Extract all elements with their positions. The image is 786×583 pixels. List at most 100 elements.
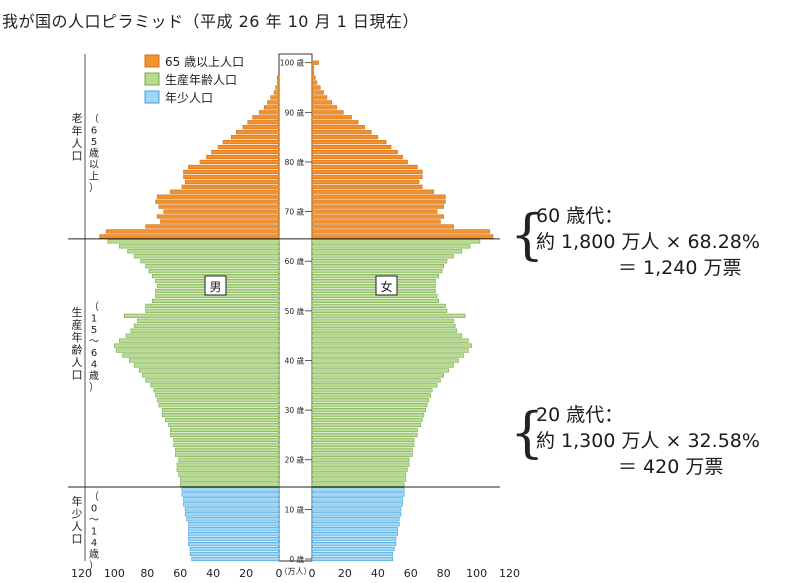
group-range-working-char-2: 5: [91, 325, 97, 336]
bar-female-age-13: [311, 492, 405, 497]
x-tick-right-100: 100: [466, 567, 487, 580]
group-range-elderly-char-0: （: [89, 113, 99, 125]
bar-female-age-16: [311, 477, 407, 482]
bar-female-age-94: [311, 90, 324, 95]
bar-female-age-25: [311, 432, 418, 438]
bar-female-age-73: [311, 194, 446, 199]
bar-female-age-6: [311, 527, 398, 532]
bar-male-age-91: [263, 105, 280, 110]
bar-male-age-25: [170, 432, 280, 438]
bar-female-age-89: [311, 115, 352, 120]
group-range-elderly-char-6: ）: [89, 182, 99, 194]
bar-female-age-46: [311, 328, 458, 333]
bar-female-age-37: [311, 373, 444, 378]
bar-female-age-100: [311, 60, 319, 65]
bar-female-age-24: [311, 437, 415, 442]
bar-female-age-93: [311, 95, 328, 100]
x-tick-left-80: 80: [140, 567, 154, 580]
bar-female-age-1: [311, 551, 393, 557]
group-label-elderly-char-0: 老: [72, 112, 83, 125]
bar-male-age-81: [206, 154, 280, 160]
bar-female-age-56: [311, 278, 436, 284]
bar-male-age-17: [178, 472, 280, 477]
group-label-working-char-4: 人: [72, 356, 83, 369]
bar-female-age-81: [311, 154, 403, 160]
bar-male-age-0: [191, 556, 280, 562]
bar-male-age-71: [158, 204, 280, 209]
bar-male-age-79: [188, 164, 280, 170]
bar-female-age-55: [311, 283, 436, 289]
bar-female-age-98: [311, 70, 314, 75]
bar-female-age-15: [311, 482, 405, 487]
bar-female-age-29: [311, 412, 425, 418]
bar-male-age-7: [188, 522, 280, 527]
bar-male-age-95: [275, 85, 280, 90]
bar-male-age-37: [142, 373, 280, 378]
bar-female-age-80: [311, 159, 408, 165]
x-tick-right-20: 20: [338, 567, 352, 580]
legend-label-2: 年少人口: [165, 91, 213, 105]
annotation-60s: 60 歳代： 約 1,800 万人 × 68.28% ＝ 1,240 万票: [536, 203, 760, 281]
bar-male-age-93: [270, 95, 280, 100]
bar-female-age-96: [311, 80, 318, 85]
bar-male-age-67: [145, 224, 280, 229]
bar-female-age-74: [311, 189, 435, 194]
age-tick-label-60: 60 歳: [285, 256, 305, 266]
bar-female-age-53: [311, 293, 438, 299]
bar-female-age-17: [311, 472, 407, 477]
bar-male-age-84: [222, 140, 280, 145]
bar-female-age-60: [311, 259, 448, 264]
bar-female-age-76: [311, 179, 420, 184]
bar-female-age-0: [311, 556, 393, 562]
bar-male-age-16: [179, 477, 280, 482]
chart-title: 我が国の人口ピラミッド（平成 26 年 10 月 1 日現在）: [2, 12, 419, 31]
bar-female-age-51: [311, 303, 446, 308]
bar-male-age-70: [163, 209, 280, 214]
group-range-working-char-3: ～: [89, 337, 99, 348]
age-tick-label-10: 10 歳: [285, 504, 305, 514]
x-tick-right-120: 120: [499, 567, 520, 580]
age-tick-label-70: 70 歳: [285, 207, 305, 217]
bar-female-age-63: [311, 244, 471, 249]
bar-female-age-70: [311, 209, 438, 214]
bar-female-age-83: [311, 144, 392, 150]
bar-male-age-15: [179, 482, 280, 487]
bar-male-age-35: [150, 383, 280, 388]
group-range-elderly-char-2: 5: [91, 137, 97, 148]
bar-female-age-61: [311, 254, 454, 259]
group-range-young-char-1: 0: [91, 504, 97, 515]
bar-female-age-8: [311, 517, 400, 522]
annotation-20s-line1: 20 歳代：: [536, 404, 624, 426]
bar-female-age-19: [311, 462, 410, 467]
bar-male-age-97: [277, 75, 280, 80]
bar-male-age-49: [123, 313, 280, 318]
age-tick-label-90: 90 歳: [285, 107, 305, 117]
bar-female-age-92: [311, 100, 333, 105]
bar-male-age-62: [127, 249, 280, 254]
bar-female-age-36: [311, 378, 441, 383]
bar-male-age-10: [184, 507, 280, 512]
annotation-20s: 20 歳代： 約 1,300 万人 × 32.58% ＝ 420 万票: [536, 402, 760, 480]
legend-label-1: 生産年齢人口: [165, 72, 237, 87]
bar-male-age-65: [99, 234, 280, 239]
x-tick-left-100: 100: [104, 567, 125, 580]
annotation-60s-line3: ＝ 1,240 万票: [618, 257, 742, 279]
age-tick-label-80: 80 歳: [285, 157, 305, 167]
group-range-young-char-5: 歳: [89, 549, 99, 561]
bar-male-age-47: [133, 323, 280, 328]
group-label-elderly-char-3: 口: [72, 150, 83, 163]
bar-male-age-63: [119, 244, 280, 249]
bar-male-age-9: [184, 512, 280, 517]
bar-male-age-90: [258, 110, 280, 115]
bar-male-age-12: [183, 497, 280, 502]
group-range-young-char-0: （: [89, 491, 99, 503]
group-range-young-char-2: ～: [89, 515, 99, 526]
bar-female-age-20: [311, 457, 410, 462]
bar-female-age-88: [311, 120, 359, 125]
bar-female-age-64: [311, 239, 481, 244]
bar-male-age-33: [155, 393, 280, 398]
bar-female-age-26: [311, 427, 418, 433]
bar-female-age-38: [311, 368, 449, 373]
bar-female-age-42: [311, 348, 469, 353]
bar-male-age-39: [133, 363, 280, 368]
